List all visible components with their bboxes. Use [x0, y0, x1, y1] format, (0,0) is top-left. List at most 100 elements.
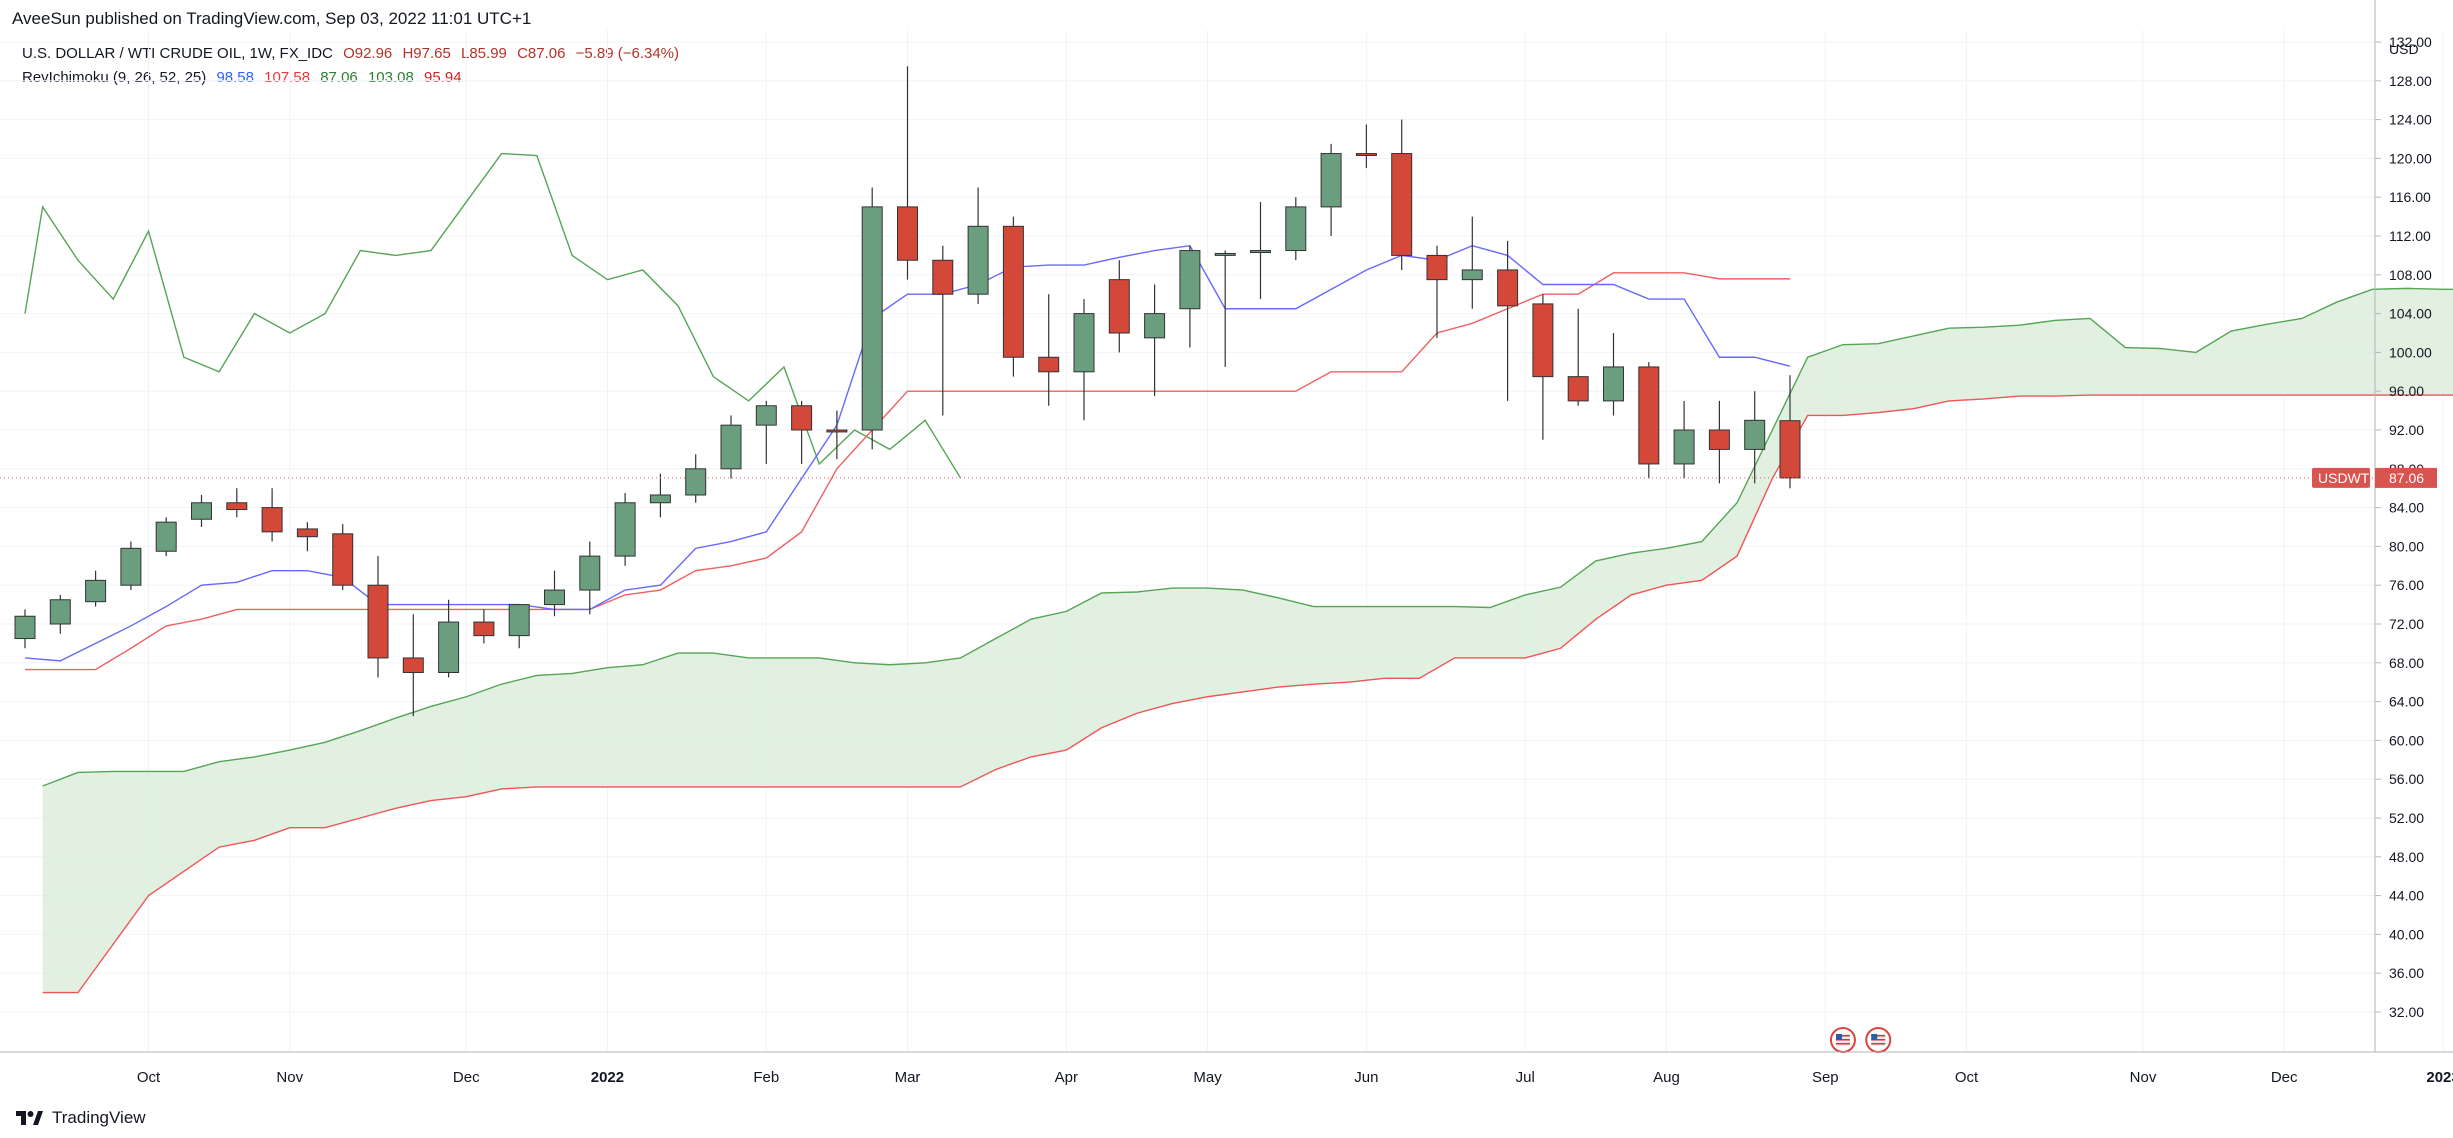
- candle: [85, 570, 107, 607]
- candle-body: [1179, 250, 1201, 310]
- candle: [826, 410, 848, 460]
- candle-body: [1285, 206, 1307, 252]
- candle: [1038, 294, 1060, 406]
- candle: [1673, 400, 1695, 479]
- time-tick-label: Oct: [1955, 1069, 1979, 1086]
- candle: [402, 614, 424, 717]
- candle-body: [1426, 254, 1448, 281]
- price-tick-label: 84.00: [2389, 500, 2424, 516]
- candle: [1250, 202, 1271, 300]
- candle-body: [1391, 153, 1413, 256]
- indicator-value-kijun: 107.58: [264, 69, 311, 86]
- chikou-span-line: [24, 152, 962, 479]
- indicator-legend-row[interactable]: RevIchimoku (9, 26, 52, 25) 98.58 107.58…: [22, 66, 685, 90]
- last-price-tag: USDWTI 87.06: [2312, 467, 2437, 488]
- price-tick-label: 72.00: [2389, 616, 2424, 632]
- time-tick-label: Sep: [1812, 1069, 1839, 1086]
- candle-body: [1708, 429, 1730, 450]
- candle: [261, 488, 283, 542]
- tenkan-sen-line: [24, 244, 1791, 662]
- candle-body: [226, 502, 248, 511]
- candle-body: [402, 657, 424, 674]
- last-price-value: 87.06: [2389, 470, 2424, 486]
- price-tick-label: 104.00: [2389, 306, 2432, 322]
- candle: [685, 454, 707, 503]
- price-tick-label: 40.00: [2389, 926, 2424, 942]
- price-tick-label: 60.00: [2389, 732, 2424, 748]
- candle-body: [296, 528, 318, 538]
- candle-body: [579, 555, 601, 591]
- indicator-value-lagging: 87.06: [320, 69, 358, 86]
- price-tick-label: 48.00: [2389, 849, 2424, 865]
- candle-body: [826, 429, 848, 433]
- publisher-info: AveeSun published on TradingView.com, Se…: [12, 9, 532, 28]
- grid-lines: [0, 30, 2444, 1052]
- candle: [191, 494, 212, 527]
- candle-body: [755, 405, 777, 426]
- candle: [791, 400, 813, 464]
- candle: [614, 493, 636, 566]
- candle: [579, 541, 601, 615]
- time-tick-label: Oct: [137, 1069, 161, 1086]
- candle: [720, 415, 742, 479]
- candle-body: [1567, 376, 1589, 402]
- candle: [367, 556, 389, 678]
- candle: [1638, 362, 1660, 479]
- candle: [1708, 400, 1730, 484]
- candle-body: [191, 502, 212, 520]
- price-tick-label: 108.00: [2389, 267, 2432, 283]
- time-tick-label: Jul: [1516, 1069, 1535, 1086]
- candle: [1073, 299, 1095, 421]
- candle: [1108, 260, 1130, 353]
- candle-body: [473, 621, 495, 637]
- candle-body: [49, 599, 71, 625]
- candle: [120, 541, 142, 591]
- us-flag-icon: [1829, 1027, 1856, 1053]
- candle: [14, 609, 36, 649]
- candle-body: [1603, 366, 1624, 402]
- candle: [1426, 245, 1448, 338]
- candle-body: [1108, 279, 1130, 334]
- candle-body: [155, 521, 177, 552]
- candle-body: [1779, 420, 1801, 479]
- time-tick-label: Feb: [753, 1069, 779, 1086]
- candle: [1214, 250, 1236, 367]
- footer: TradingView: [14, 1105, 146, 1131]
- symbol-title[interactable]: U.S. DOLLAR / WTI CRUDE OIL, 1W, FX_IDC: [22, 45, 333, 62]
- price-tick-label: 32.00: [2389, 1004, 2424, 1020]
- candle-body: [1038, 356, 1060, 373]
- symbol-legend-row[interactable]: U.S. DOLLAR / WTI CRUDE OIL, 1W, FX_IDC …: [22, 42, 685, 66]
- candle-body: [1214, 252, 1236, 256]
- candle: [1779, 375, 1801, 489]
- us-flag-icon: [1865, 1027, 1892, 1053]
- candle: [438, 599, 460, 678]
- time-tick-label: Dec: [453, 1069, 480, 1086]
- price-chart[interactable]: USD 32.00 36.00 40.00 44.00 48.00 52.00 56.00 60…: [0, 0, 2453, 1100]
- indicator-name[interactable]: RevIchimoku (9, 26, 52, 25): [22, 69, 207, 86]
- candle: [1567, 308, 1589, 406]
- candle: [897, 66, 918, 280]
- time-tick-label: Dec: [2271, 1069, 2298, 1086]
- candle-body: [85, 579, 107, 603]
- candle: [967, 187, 989, 304]
- candle-body: [932, 259, 954, 295]
- price-tick-label: 120.00: [2389, 150, 2432, 166]
- candle-body: [14, 615, 36, 640]
- price-tick-label: 44.00: [2389, 888, 2424, 904]
- candle-body: [544, 589, 565, 606]
- footer-brand[interactable]: TradingView: [52, 1108, 146, 1127]
- candle-body: [967, 225, 989, 295]
- candle-body: [1073, 313, 1095, 373]
- change-value: −5.89 (−6.34%): [575, 45, 680, 62]
- candle-body: [1673, 429, 1695, 465]
- price-tick-label: 128.00: [2389, 73, 2432, 89]
- candle: [1355, 124, 1377, 169]
- candle-body: [720, 424, 742, 470]
- candle-body: [897, 206, 918, 261]
- candle-body: [1532, 303, 1554, 378]
- candle: [1461, 216, 1483, 309]
- candle-body: [508, 604, 530, 637]
- candle-body: [367, 584, 389, 659]
- price-tick-label: 132.00: [2389, 34, 2432, 50]
- high-value: H97.65: [402, 45, 451, 62]
